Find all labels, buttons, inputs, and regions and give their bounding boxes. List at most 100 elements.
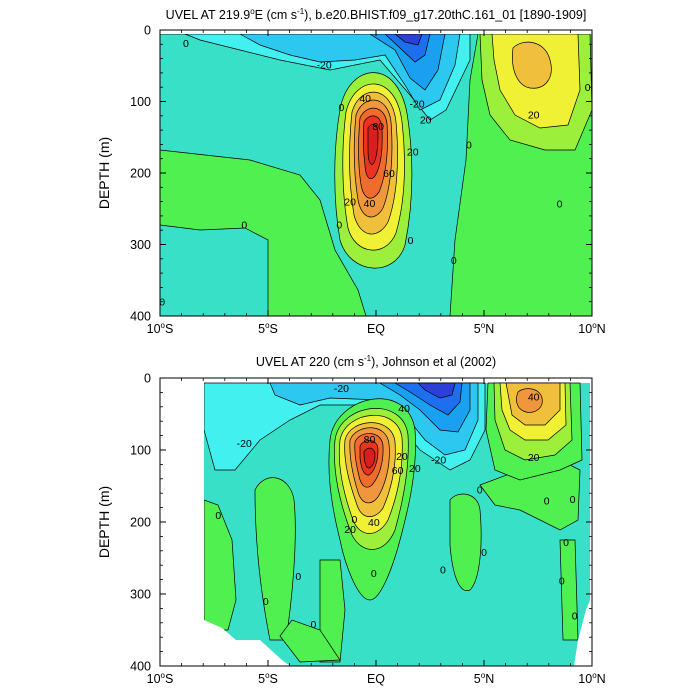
contour-label: 20	[344, 524, 356, 536]
contour-label: 80	[364, 434, 376, 446]
y-tick-label: 400	[130, 310, 151, 324]
title-main: UVEL AT 220 (cm s	[256, 355, 364, 369]
contour-label: 40	[364, 198, 376, 210]
tick-deg: o	[161, 671, 166, 680]
title-sup: o	[250, 7, 255, 16]
tick-deg: o	[161, 321, 166, 330]
contour-band-pos	[279, 619, 341, 663]
contour-label: 40	[398, 403, 410, 415]
title-end: ), Johnson et al (2002)	[371, 355, 496, 369]
tick-num: 5	[474, 672, 481, 686]
contour-label: 60	[392, 465, 404, 477]
contour-band-pos	[254, 477, 296, 641]
contour-label: 20	[528, 452, 540, 464]
x-axis: 10oS 5oS EQ 5oN 10oN	[147, 30, 606, 336]
contour-band-pos	[516, 388, 543, 413]
contour-label: 0	[572, 611, 578, 623]
tick-hem: S	[270, 322, 278, 336]
panel-model: UVEL AT 219.9oE (cm s-1), b.e20.BHIST.f0…	[96, 7, 606, 336]
tick-num: 5	[258, 672, 265, 686]
contour-label: -20	[409, 99, 424, 111]
panel-title: UVEL AT 220 (cm s-1), Johnson et al (200…	[256, 354, 496, 369]
y-tick-label: 300	[130, 588, 151, 602]
y-tick-label: 400	[130, 660, 151, 674]
contour-label: -20	[237, 438, 252, 450]
contour-label: 0	[481, 547, 487, 559]
y-tick-label: 200	[130, 516, 151, 530]
contour-label: 20	[344, 197, 356, 209]
contour-label: 0	[159, 297, 165, 309]
contour-label: -20	[317, 59, 332, 71]
y-axis-label: DEPTH (m)	[96, 486, 112, 558]
y-tick-label: 100	[130, 95, 151, 109]
contour-label: 0	[371, 568, 377, 580]
contour-label: 0	[585, 82, 591, 94]
contour-label: 0	[544, 495, 550, 507]
tick-hem: S	[270, 672, 278, 686]
contour-label: 0	[451, 255, 457, 267]
contour-label: 0	[295, 571, 301, 583]
contour-label: 20	[528, 109, 540, 121]
plot-area	[160, 378, 592, 666]
x-tick-label: 5oN	[474, 321, 494, 336]
plot-area	[160, 30, 592, 316]
contour-label: 0	[215, 510, 221, 522]
x-tick-label: EQ	[367, 322, 385, 336]
contour-label: 20	[409, 463, 421, 475]
tick-hem: N	[597, 672, 606, 686]
title-sup: -1	[364, 354, 372, 363]
contour-label: 40	[368, 517, 380, 529]
contour-label: 60	[383, 168, 395, 180]
contour-label: 20	[407, 147, 419, 159]
x-tick-label: 10oN	[578, 671, 605, 686]
contour-band-pos	[367, 124, 379, 165]
contour-band-pos	[512, 41, 552, 89]
contour-label: 80	[372, 121, 384, 133]
contour-label: 40	[359, 93, 371, 105]
x-tick-label: EQ	[367, 672, 385, 686]
title-sup: -1	[297, 7, 305, 16]
contour-label: -20	[431, 454, 446, 466]
contour-label: 0	[440, 565, 446, 577]
title-main: UVEL AT 219.9	[166, 8, 251, 22]
contour-label: 0	[241, 219, 247, 231]
tick-num: 10	[147, 672, 161, 686]
contour-label: 0	[563, 537, 569, 549]
tick-num: 10	[578, 672, 592, 686]
contour-label: 20	[420, 114, 432, 126]
contour-band-pos	[449, 493, 482, 591]
title-mid: E (cm s	[255, 8, 297, 22]
x-tick-label: 5oS	[258, 321, 278, 336]
tick-hem: N	[485, 672, 494, 686]
tick-deg: o	[592, 671, 597, 680]
panel-title: UVEL AT 219.9oE (cm s-1), b.e20.BHIST.f0…	[166, 7, 587, 22]
contour-label: 0	[351, 514, 357, 526]
contour-band-pos	[363, 447, 376, 469]
tick-hem: S	[165, 322, 173, 336]
contour-label: 0	[263, 596, 269, 608]
tick-deg: o	[481, 321, 486, 330]
panel-observations: UVEL AT 220 (cm s-1), Johnson et al (200…	[96, 354, 606, 686]
y-tick-label: 0	[144, 372, 151, 386]
y-tick-label: 0	[144, 24, 151, 38]
x-axis: 10oS 5oS EQ 5oN 10oN	[147, 378, 606, 686]
tick-deg: o	[265, 671, 270, 680]
contour-label: 0	[310, 619, 316, 631]
contour-label: 0	[336, 219, 342, 231]
tick-num: 5	[258, 322, 265, 336]
x-tick-label: 5oS	[258, 671, 278, 686]
contour-label: 0	[477, 485, 483, 497]
contour-label: 0	[183, 38, 189, 50]
x-tick-label: 10oN	[578, 321, 605, 336]
tick-hem: N	[597, 322, 606, 336]
x-tick-label: 10oS	[147, 321, 174, 336]
y-tick-label: 200	[130, 167, 151, 181]
contour-band-neg	[417, 382, 456, 399]
tick-num: 5	[474, 322, 481, 336]
x-tick-label: 5oN	[474, 671, 494, 686]
